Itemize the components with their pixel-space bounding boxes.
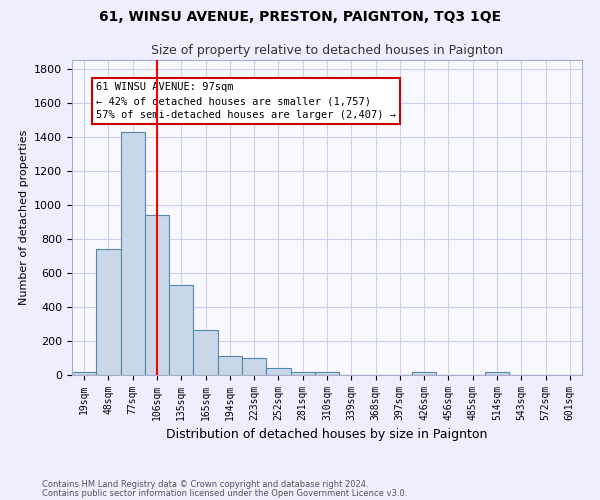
Text: Contains public sector information licensed under the Open Government Licence v3: Contains public sector information licen… [42,488,407,498]
Bar [290,372,315,375]
Bar [121,132,145,375]
Bar [485,372,509,375]
Title: Size of property relative to detached houses in Paignton: Size of property relative to detached ho… [151,44,503,58]
X-axis label: Distribution of detached houses by size in Paignton: Distribution of detached houses by size … [166,428,488,442]
Bar [412,372,436,375]
Bar [96,249,121,375]
Bar [145,215,169,375]
Bar [218,356,242,375]
Bar [193,330,218,375]
Bar [266,368,290,375]
Text: Contains HM Land Registry data © Crown copyright and database right 2024.: Contains HM Land Registry data © Crown c… [42,480,368,489]
Bar [169,285,193,375]
Text: 61, WINSU AVENUE, PRESTON, PAIGNTON, TQ3 1QE: 61, WINSU AVENUE, PRESTON, PAIGNTON, TQ3… [99,10,501,24]
Bar [315,372,339,375]
Y-axis label: Number of detached properties: Number of detached properties [19,130,29,305]
Text: 61 WINSU AVENUE: 97sqm
← 42% of detached houses are smaller (1,757)
57% of semi-: 61 WINSU AVENUE: 97sqm ← 42% of detached… [96,82,396,120]
Bar [72,372,96,375]
Bar [242,358,266,375]
